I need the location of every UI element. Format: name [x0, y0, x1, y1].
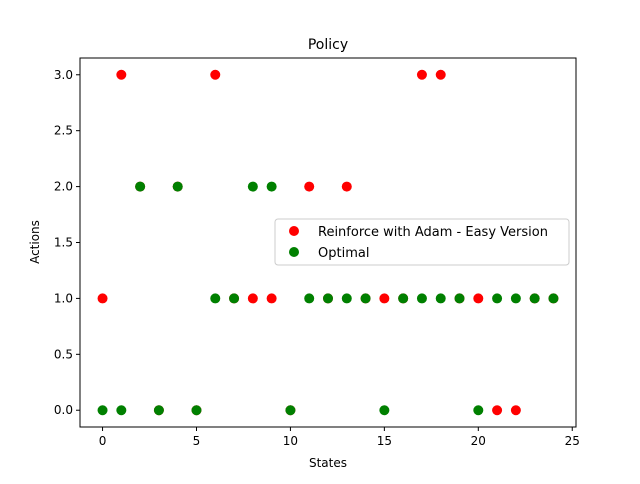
data-point-optimal [116, 405, 127, 416]
data-point-reinforce [416, 69, 427, 80]
y-tick-label: 0.0 [54, 403, 73, 417]
data-point-reinforce [341, 181, 352, 192]
data-point-reinforce [473, 293, 484, 304]
legend-marker-reinforce [289, 226, 299, 236]
data-point-reinforce [379, 293, 390, 304]
y-axis-ticks: 0.0 0.5 1.0 1.5 2.0 2.5 3.0 [54, 68, 80, 417]
legend-label-reinforce: Reinforce with Adam - Easy Version [318, 225, 548, 240]
data-point-optimal [510, 293, 521, 304]
data-point-optimal [492, 293, 503, 304]
data-point-optimal [435, 293, 446, 304]
data-point-optimal [323, 293, 333, 304]
data-point-optimal [229, 293, 240, 304]
data-point-optimal [529, 293, 540, 304]
x-tick-label: 20 [471, 434, 486, 448]
data-point-optimal [153, 405, 164, 416]
data-point-reinforce [304, 181, 315, 192]
y-tick-label: 2.5 [54, 124, 73, 138]
data-points [97, 69, 559, 416]
y-tick-label: 1.0 [54, 291, 73, 305]
data-point-reinforce [266, 293, 277, 304]
data-point-optimal [97, 405, 108, 416]
x-tick-label: 0 [99, 434, 107, 448]
x-axis-ticks: 0 5 10 15 20 25 [99, 427, 580, 448]
data-point-optimal [360, 293, 371, 304]
data-point-reinforce [247, 293, 258, 304]
data-point-optimal [379, 405, 390, 416]
data-point-optimal [341, 293, 352, 304]
y-tick-label: 0.5 [54, 347, 73, 361]
data-point-optimal [548, 293, 559, 304]
legend-label-optimal: Optimal [318, 246, 369, 261]
data-point-optimal [210, 293, 221, 304]
data-point-reinforce [116, 69, 127, 80]
data-point-optimal [416, 293, 427, 304]
data-point-reinforce [97, 293, 108, 304]
data-point-optimal [266, 181, 277, 192]
x-tick-label: 10 [283, 434, 298, 448]
x-tick-label: 15 [377, 434, 392, 448]
data-point-optimal [285, 405, 296, 416]
data-point-reinforce [210, 69, 221, 80]
data-point-reinforce [435, 69, 446, 80]
x-axis-label: States [309, 456, 347, 470]
data-point-reinforce [492, 405, 503, 416]
data-point-optimal [191, 405, 202, 416]
data-point-optimal [304, 293, 315, 304]
data-point-optimal [398, 293, 409, 304]
data-point-optimal [172, 181, 183, 192]
data-point-optimal [135, 181, 146, 192]
chart-title: Policy [308, 37, 348, 53]
x-tick-label: 25 [565, 434, 580, 448]
data-point-optimal [473, 405, 484, 416]
y-tick-label: 2.0 [54, 180, 73, 194]
legend-marker-optimal [289, 247, 299, 257]
y-tick-label: 3.0 [54, 68, 73, 82]
data-point-reinforce [510, 405, 521, 416]
y-tick-label: 1.5 [54, 236, 73, 250]
legend: Reinforce with Adam - Easy Version Optim… [274, 218, 570, 266]
y-axis-label: Actions [28, 220, 42, 264]
x-tick-label: 5 [193, 434, 201, 448]
legend-box [274, 218, 570, 266]
data-point-optimal [247, 181, 258, 192]
data-point-optimal [454, 293, 465, 304]
